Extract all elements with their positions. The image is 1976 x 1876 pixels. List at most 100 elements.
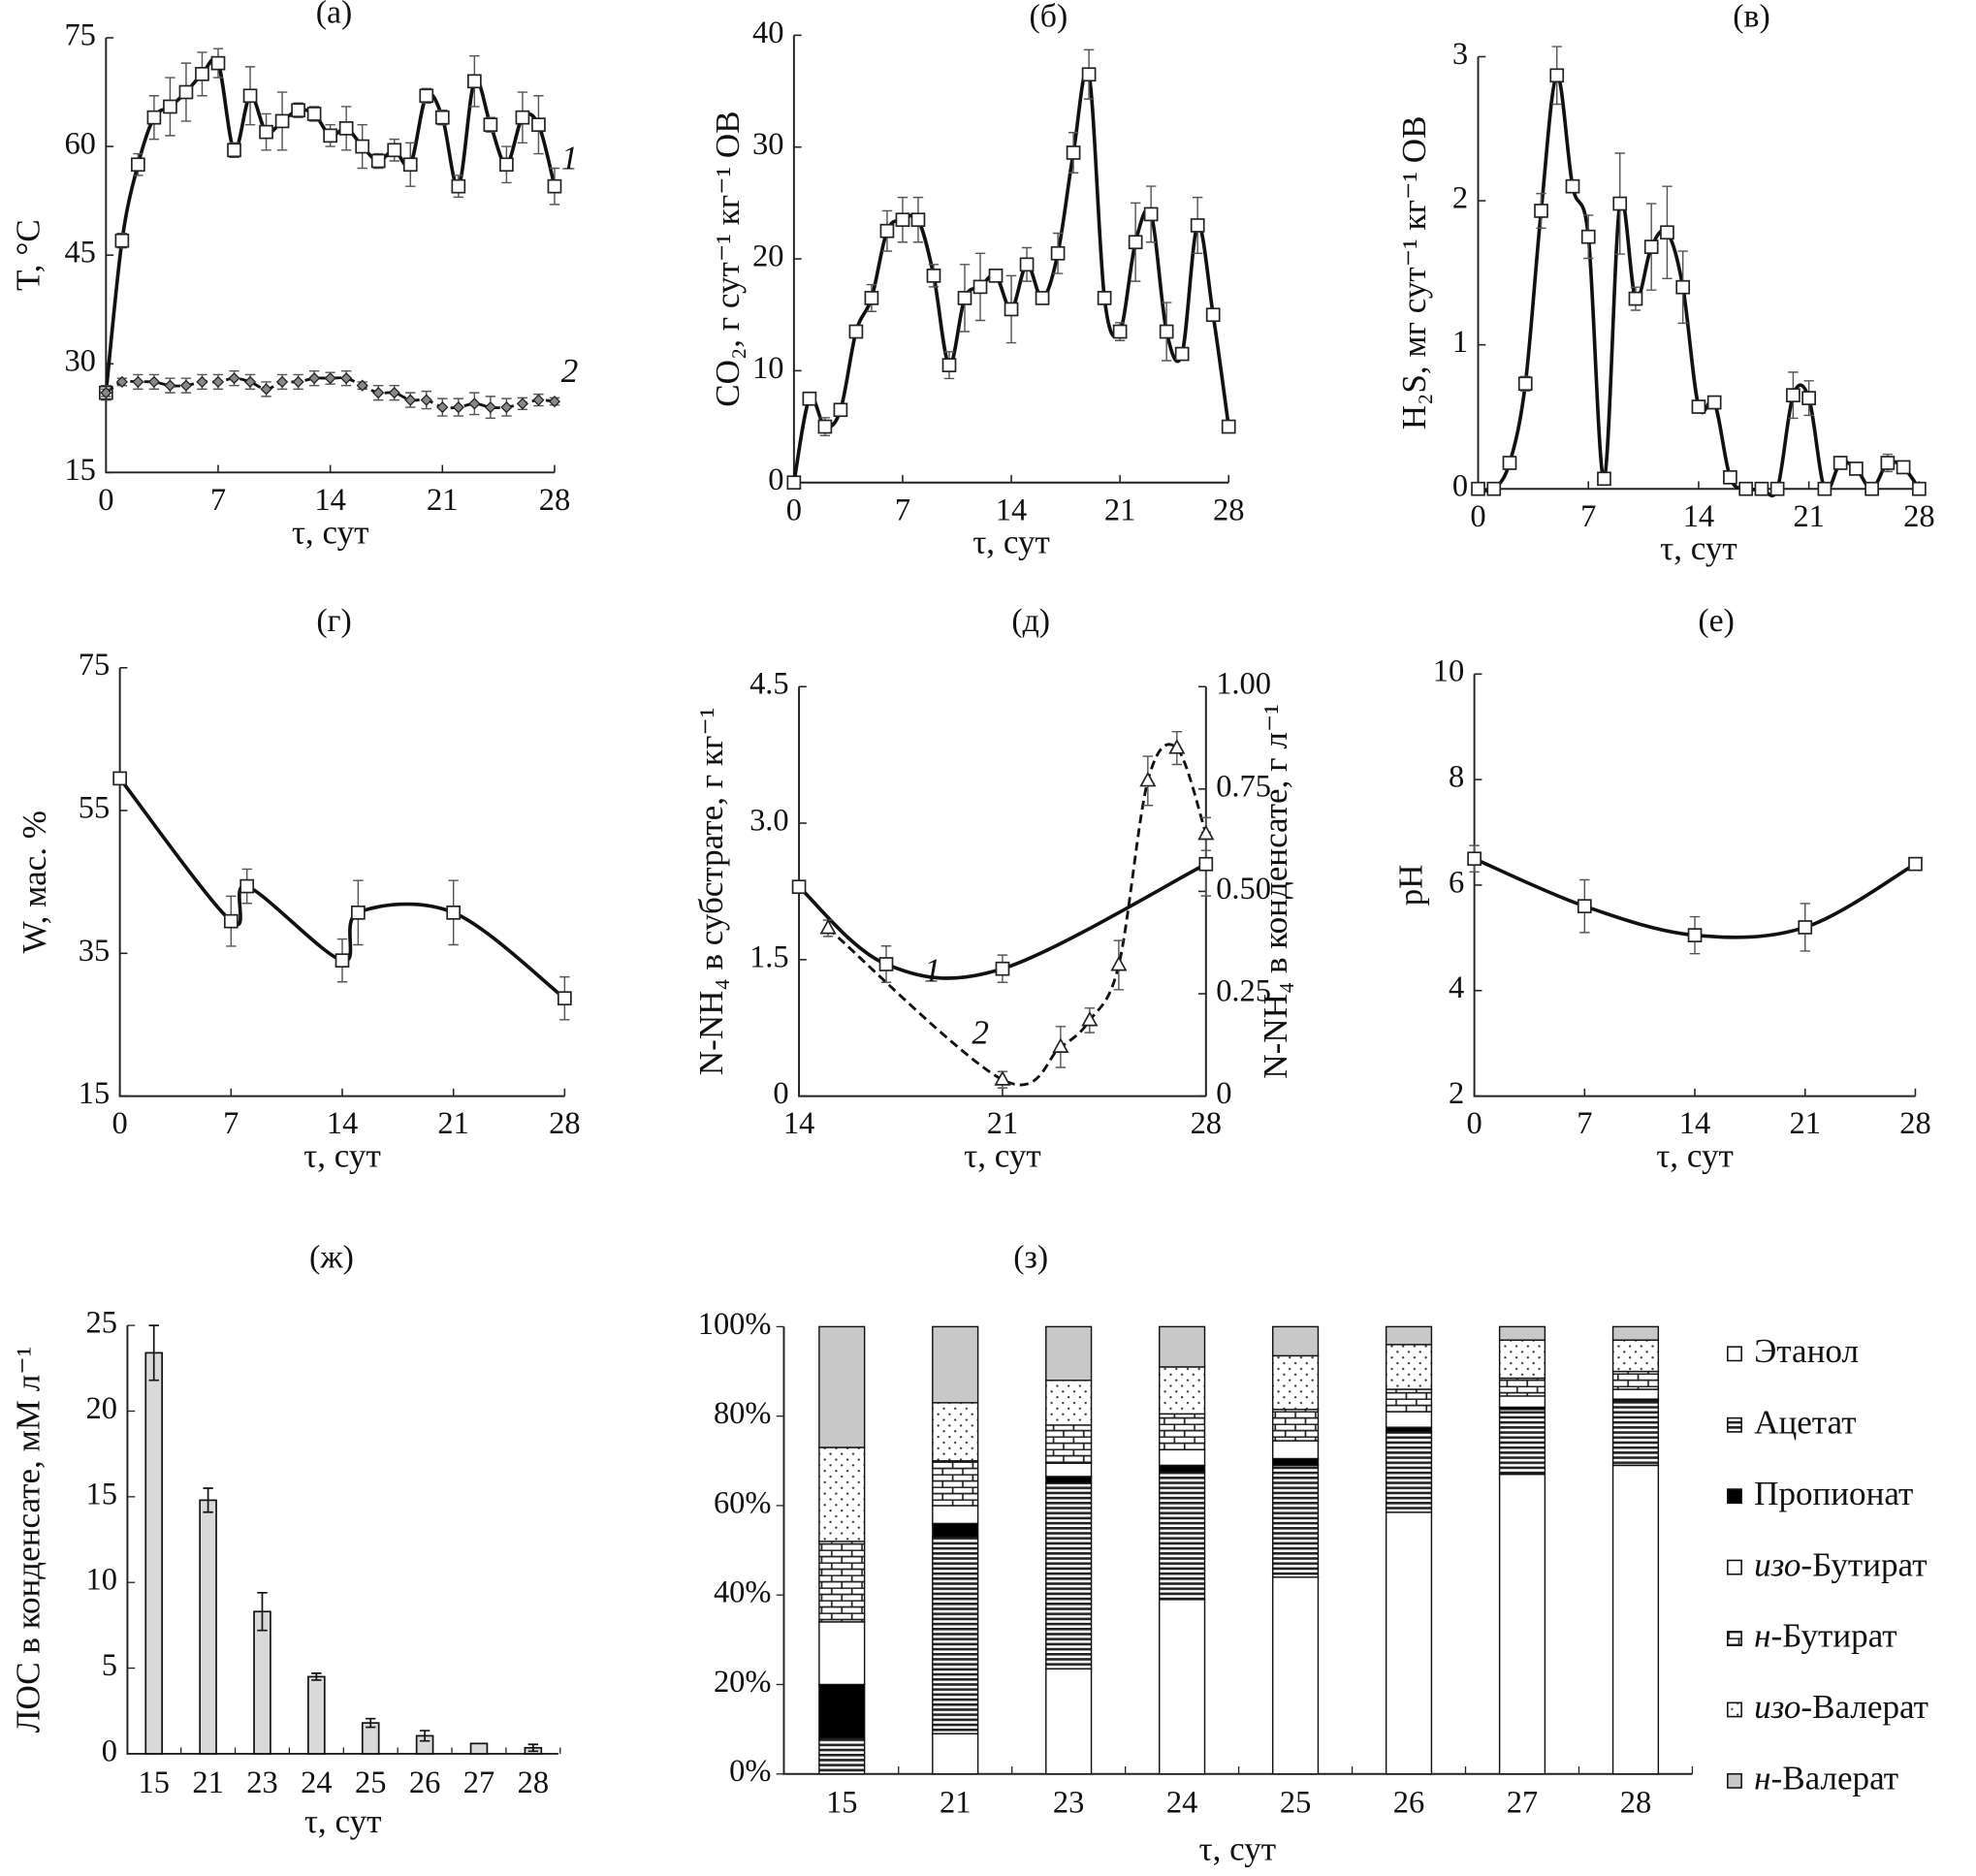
series-1: 2 — [100, 352, 578, 419]
x-axis-label: τ, сут — [972, 524, 1050, 561]
data-point — [259, 124, 273, 140]
x-tick-label: 14 — [1683, 499, 1714, 534]
x-tick-label: 28 — [539, 483, 570, 518]
data-point — [195, 67, 209, 81]
legend-swatch — [1727, 1701, 1742, 1718]
bar-segment — [1159, 1464, 1206, 1474]
bar-segment — [1611, 1388, 1660, 1400]
y-axis-label: pH — [1391, 864, 1429, 906]
data-point — [388, 387, 400, 399]
data-point — [1643, 239, 1659, 254]
bar-segment — [818, 1621, 866, 1686]
bar-segment — [932, 1536, 979, 1734]
data-point — [275, 375, 289, 389]
data-point — [1168, 739, 1186, 754]
data-point — [994, 1070, 1011, 1086]
data-point — [1486, 481, 1502, 496]
data-point — [372, 387, 385, 399]
error-bar — [419, 1730, 430, 1742]
data-point — [452, 400, 464, 414]
legend-swatch — [1727, 1631, 1742, 1646]
panel-z: (з) 0% 20% 40% 60% 80% 100% 15 21 23 24 25 26 27 28 τ, … — [698, 1239, 1928, 1867]
y-tick-label: 75 — [79, 648, 110, 683]
error-bar — [203, 1487, 213, 1513]
data-point — [548, 395, 561, 408]
bar-segment — [1045, 1325, 1093, 1382]
data-point — [451, 178, 466, 194]
data-point — [926, 269, 941, 283]
x-tick-label: 0 — [98, 483, 113, 518]
x-tick-label: 7 — [1580, 499, 1596, 534]
x-tick-label: 7 — [1577, 1106, 1592, 1141]
data-point — [306, 107, 322, 121]
x-tick-label: 14 — [314, 483, 345, 518]
x-tick-label: 21 — [437, 1106, 468, 1141]
data-point — [802, 391, 817, 406]
x-tick-label: 26 — [409, 1765, 440, 1800]
x-tick-label: 28 — [1903, 499, 1934, 534]
y-tick-label: 3.0 — [749, 803, 789, 838]
panel-a: (а) 0 7 14 21 28 15 30 45 60 75 τ, сут T, °C 1 2 — [10, 0, 579, 551]
bar-segment — [932, 1402, 979, 1462]
data-point — [833, 402, 848, 418]
bar-segment — [1498, 1377, 1546, 1397]
series-0 — [1467, 844, 1923, 955]
x-tick-label: 28 — [1191, 1106, 1222, 1141]
data-point — [420, 394, 432, 406]
bar-segment — [1045, 1380, 1093, 1426]
y2-tick-label: 0.75 — [1216, 769, 1271, 804]
x-axis-label: τ, сут — [964, 1137, 1041, 1175]
error-bar — [527, 1743, 539, 1753]
data-point — [786, 475, 802, 491]
legend-swatch — [1727, 1559, 1742, 1575]
y-tick-label: 20 — [86, 1391, 117, 1426]
y-tick-label: 20 — [752, 239, 783, 274]
axes — [118, 667, 565, 1097]
curve-label: 2 — [972, 1013, 989, 1051]
x-tick-label: 7 — [210, 483, 226, 518]
data-point — [1097, 291, 1112, 305]
data-point — [228, 372, 240, 385]
x-tick-label: 25 — [1280, 1786, 1311, 1821]
bar-segment — [1271, 1576, 1320, 1775]
error-bar — [257, 1591, 268, 1632]
y-axis-label: W, мас. % — [16, 811, 53, 953]
data-point — [1849, 461, 1864, 476]
bar-segment — [818, 1447, 866, 1542]
bar-segment — [932, 1505, 979, 1525]
y-tick-label: 4.5 — [749, 667, 789, 702]
data-point — [1174, 346, 1190, 362]
axes — [1473, 674, 1916, 1097]
bar-segment — [1045, 1482, 1093, 1670]
y-tick-label: 60% — [714, 1485, 772, 1520]
x-axis-label: τ, сут — [303, 1137, 381, 1175]
x-tick-label: 21 — [1793, 499, 1824, 534]
axes — [1477, 56, 1920, 491]
legend-swatch — [1727, 1416, 1742, 1433]
x-tick-label: 28 — [518, 1765, 549, 1800]
bar-segment — [1611, 1325, 1660, 1341]
data-point — [211, 375, 225, 389]
bar-segment — [1271, 1440, 1320, 1460]
data-point — [291, 103, 305, 118]
x-tick-label: 7 — [895, 493, 910, 527]
x-tick-label: 23 — [246, 1765, 277, 1800]
data-point — [402, 157, 418, 173]
y-tick-label: 100% — [698, 1307, 772, 1342]
x-axis-label: τ, сут — [1198, 1829, 1276, 1867]
data-point — [370, 153, 386, 169]
bar-segment — [932, 1733, 979, 1775]
x-tick-label: 21 — [427, 483, 458, 518]
data-point — [1660, 225, 1674, 240]
x-tick-label: 23 — [1053, 1786, 1084, 1821]
data-point — [223, 913, 239, 929]
data-point — [941, 358, 957, 372]
bar — [144, 1351, 164, 1755]
bar-segment — [818, 1325, 866, 1448]
legend-label: Пропионат — [1754, 1475, 1913, 1512]
bar-segment — [1385, 1411, 1433, 1428]
data-point — [446, 905, 462, 920]
data-point — [434, 110, 450, 125]
x-tick-label: 27 — [463, 1765, 494, 1800]
x-axis-label: τ, сут — [1660, 529, 1737, 567]
